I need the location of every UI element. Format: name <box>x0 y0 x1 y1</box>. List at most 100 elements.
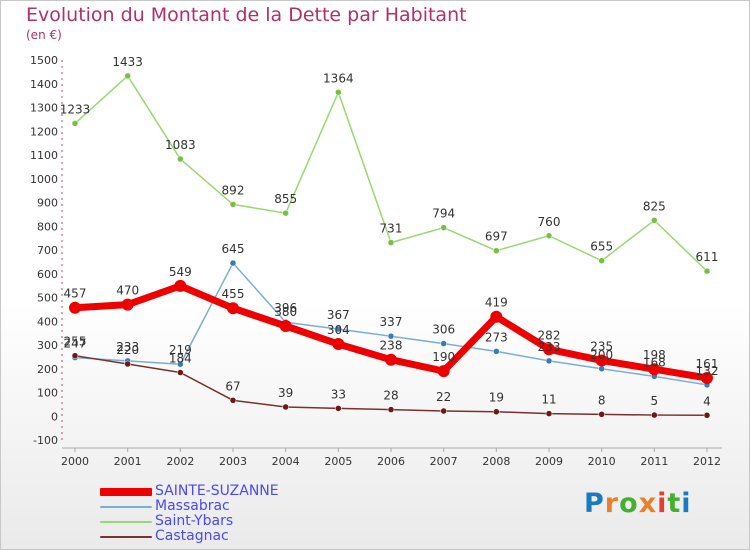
chart-subtitle: (en €) <box>26 28 62 42</box>
data-label: 22 <box>436 390 451 404</box>
data-label: 5 <box>651 394 659 408</box>
data-label: 233 <box>116 340 139 354</box>
data-point <box>229 397 237 404</box>
legend-label: Saint-Ybars <box>155 513 234 529</box>
y-tick-label: 800 <box>37 220 58 233</box>
data-point <box>545 410 553 417</box>
data-label: 168 <box>643 355 666 369</box>
y-tick-label: 0 <box>51 410 58 423</box>
data-point <box>543 343 555 356</box>
data-label: 8 <box>598 393 606 407</box>
data-point <box>229 259 237 267</box>
data-label: 220 <box>116 343 139 357</box>
data-point <box>177 369 184 376</box>
data-label: 198 <box>643 348 666 362</box>
y-tick-label: -100 <box>33 434 58 447</box>
data-label: 337 <box>380 315 403 329</box>
legend-label: SAINTE-SUZANNE <box>155 483 279 499</box>
data-label: 855 <box>274 192 297 206</box>
data-label: 655 <box>590 240 613 254</box>
data-label: 457 <box>64 287 87 301</box>
x-tick-label: 2003 <box>219 455 247 468</box>
y-tick-label: 400 <box>37 315 58 328</box>
data-point <box>545 232 553 239</box>
data-label: 200 <box>590 348 613 362</box>
data-label: 794 <box>432 207 455 221</box>
data-point <box>385 353 397 366</box>
data-label: 419 <box>485 296 508 310</box>
data-point <box>598 365 605 372</box>
legend-swatch <box>100 506 152 508</box>
data-label: 11 <box>541 393 556 407</box>
data-label: 247 <box>64 337 87 351</box>
y-tick-label: 600 <box>37 268 58 281</box>
data-label: 367 <box>327 308 350 322</box>
y-tick-label: 500 <box>37 292 58 305</box>
data-point <box>648 363 661 376</box>
data-point <box>651 217 658 224</box>
data-point <box>493 348 500 355</box>
proxiti-logo: Proxiti <box>584 488 692 519</box>
data-point <box>335 89 342 96</box>
data-labels: 1233143310838928551364731794697760655825… <box>60 55 719 408</box>
data-label: 1233 <box>60 102 91 116</box>
data-point <box>335 405 342 412</box>
data-point <box>595 354 608 367</box>
data-point <box>703 412 711 419</box>
data-label: 233 <box>538 340 561 354</box>
legend-swatch <box>100 488 152 496</box>
x-tick-label: 2011 <box>640 455 668 468</box>
data-point <box>174 279 187 292</box>
y-tick-label: 200 <box>37 363 58 376</box>
legend-swatch <box>100 521 152 523</box>
data-point <box>437 365 450 378</box>
x-tick-label: 2009 <box>535 455 563 468</box>
x-tick-label: 2008 <box>482 455 510 468</box>
data-label: 549 <box>169 265 192 279</box>
y-tick-label: 900 <box>37 197 58 210</box>
axes <box>61 60 722 452</box>
data-label: 184 <box>169 352 192 366</box>
y-tick-label: 300 <box>37 339 58 352</box>
y-tick-label: 1300 <box>30 102 58 115</box>
legend-label: Massabrac <box>155 498 230 514</box>
chart-title: Evolution du Montant de la Dette par Hab… <box>26 4 467 26</box>
data-point <box>335 325 342 333</box>
data-label: 132 <box>696 364 719 378</box>
data-point <box>651 411 658 419</box>
series-lines <box>69 72 713 419</box>
data-point <box>279 320 292 332</box>
data-label: 235 <box>590 339 613 353</box>
data-label: 4 <box>703 394 711 408</box>
data-point <box>177 360 184 368</box>
data-point <box>701 372 713 385</box>
y-tick-label: 700 <box>37 244 58 257</box>
data-label: 645 <box>222 242 245 256</box>
y-tick-label: 1000 <box>30 173 58 186</box>
data-point <box>493 247 500 254</box>
data-label: 304 <box>327 323 350 337</box>
data-label: 470 <box>116 284 139 298</box>
x-tick-label: 2012 <box>693 455 721 468</box>
data-point <box>229 201 237 208</box>
x-tick-label: 2007 <box>430 455 458 468</box>
data-point <box>598 411 605 418</box>
x-tick-label: 2001 <box>114 455 142 468</box>
y-tick-label: 1200 <box>30 125 58 138</box>
y-tick-label: 1100 <box>30 149 58 162</box>
data-point <box>387 332 395 340</box>
data-point <box>440 407 447 415</box>
x-tick-label: 2004 <box>272 455 300 468</box>
x-tick-label: 2002 <box>166 455 194 468</box>
data-label: 1364 <box>323 71 354 85</box>
y-tick-label: 1400 <box>30 78 58 91</box>
data-label: 33 <box>331 387 346 401</box>
data-point <box>71 352 79 359</box>
data-point <box>490 310 503 323</box>
data-label: 219 <box>169 343 192 357</box>
data-label: 380 <box>274 305 297 319</box>
legend-label: Castagnac <box>155 528 229 544</box>
data-label: 19 <box>489 391 504 405</box>
y-tick-label: 100 <box>37 387 58 400</box>
